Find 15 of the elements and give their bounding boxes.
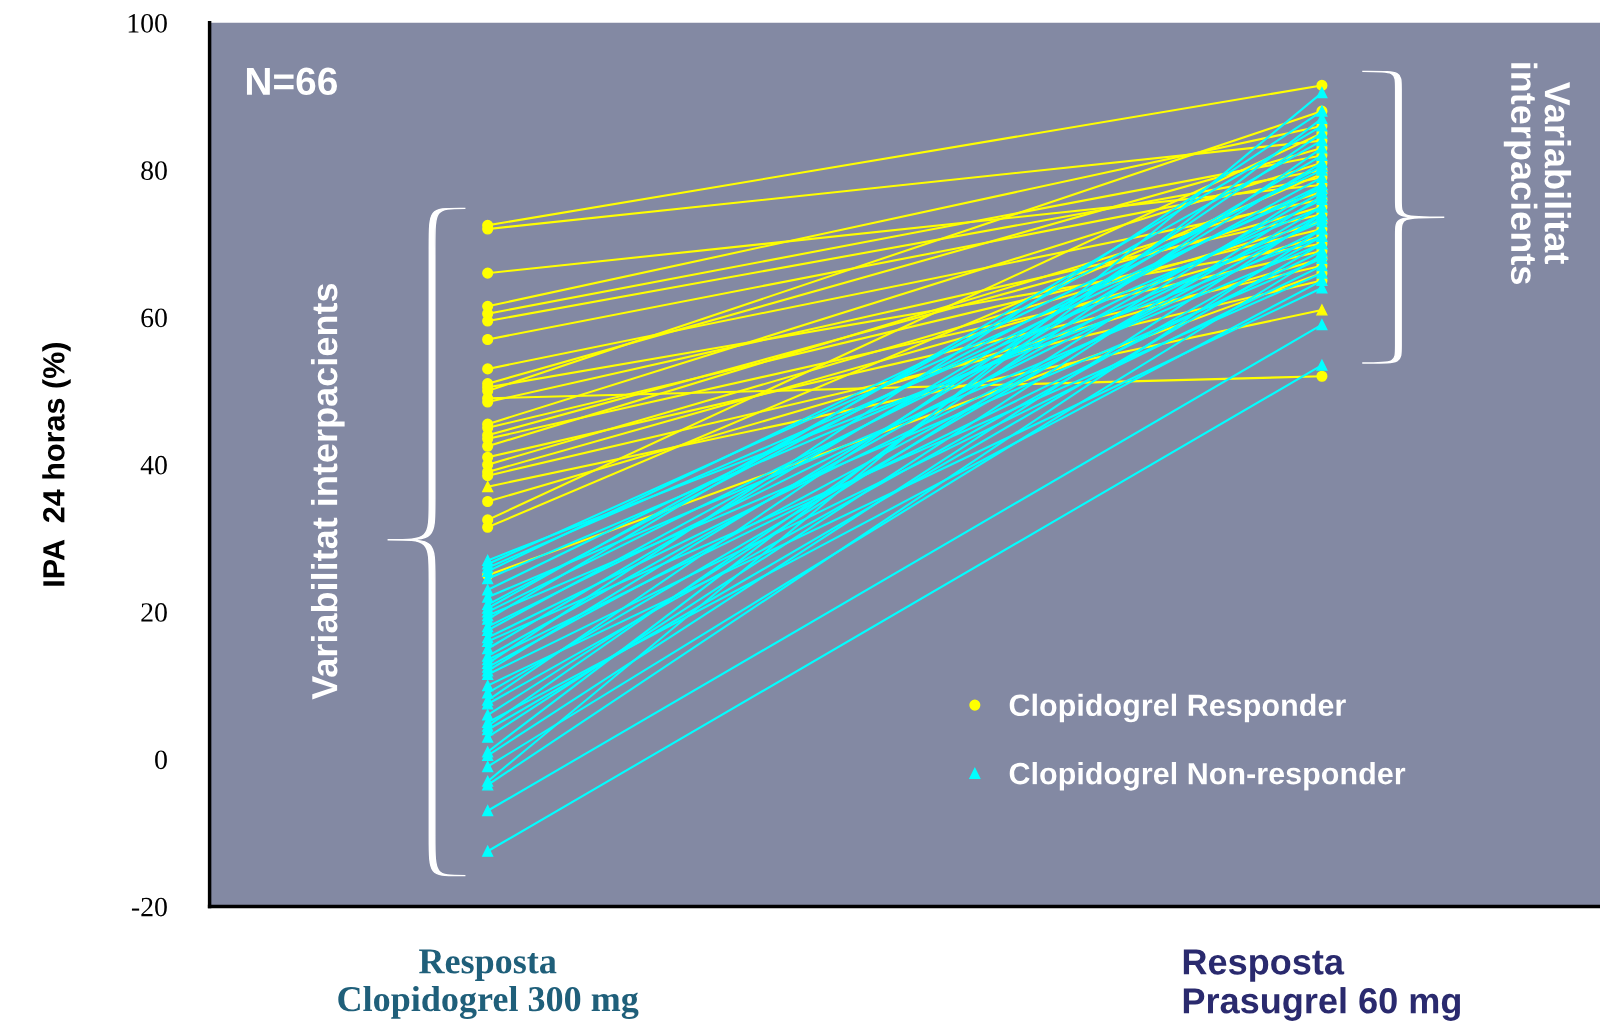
y-tick-label: 0 bbox=[155, 750, 167, 770]
y-tick-label: 20 bbox=[141, 603, 167, 622]
y-axis-title: IPA 24 horas (%) bbox=[42, 343, 71, 586]
x-tick-label: Resposta Clopidogrel 300 mg bbox=[338, 949, 639, 1019]
y-tick-label: 100 bbox=[128, 13, 167, 33]
y-tick-label: 80 bbox=[141, 161, 167, 180]
y-tick-label: 40 bbox=[140, 455, 167, 475]
legend-label: Clopidogrel Non-responder bbox=[1009, 762, 1406, 791]
annotation: N=66 bbox=[246, 67, 338, 96]
x-tick-label: Resposta Prasugrel 60 mg bbox=[1183, 949, 1460, 1021]
legend-label: Clopidogrel Responder bbox=[1009, 693, 1346, 723]
y-tick-label: -20 bbox=[131, 897, 167, 917]
annotation: Variabilitat interpacients bbox=[1503, 63, 1572, 284]
annotation: Variabilitat interpacients bbox=[310, 283, 345, 700]
y-tick-label: 60 bbox=[141, 308, 167, 328]
